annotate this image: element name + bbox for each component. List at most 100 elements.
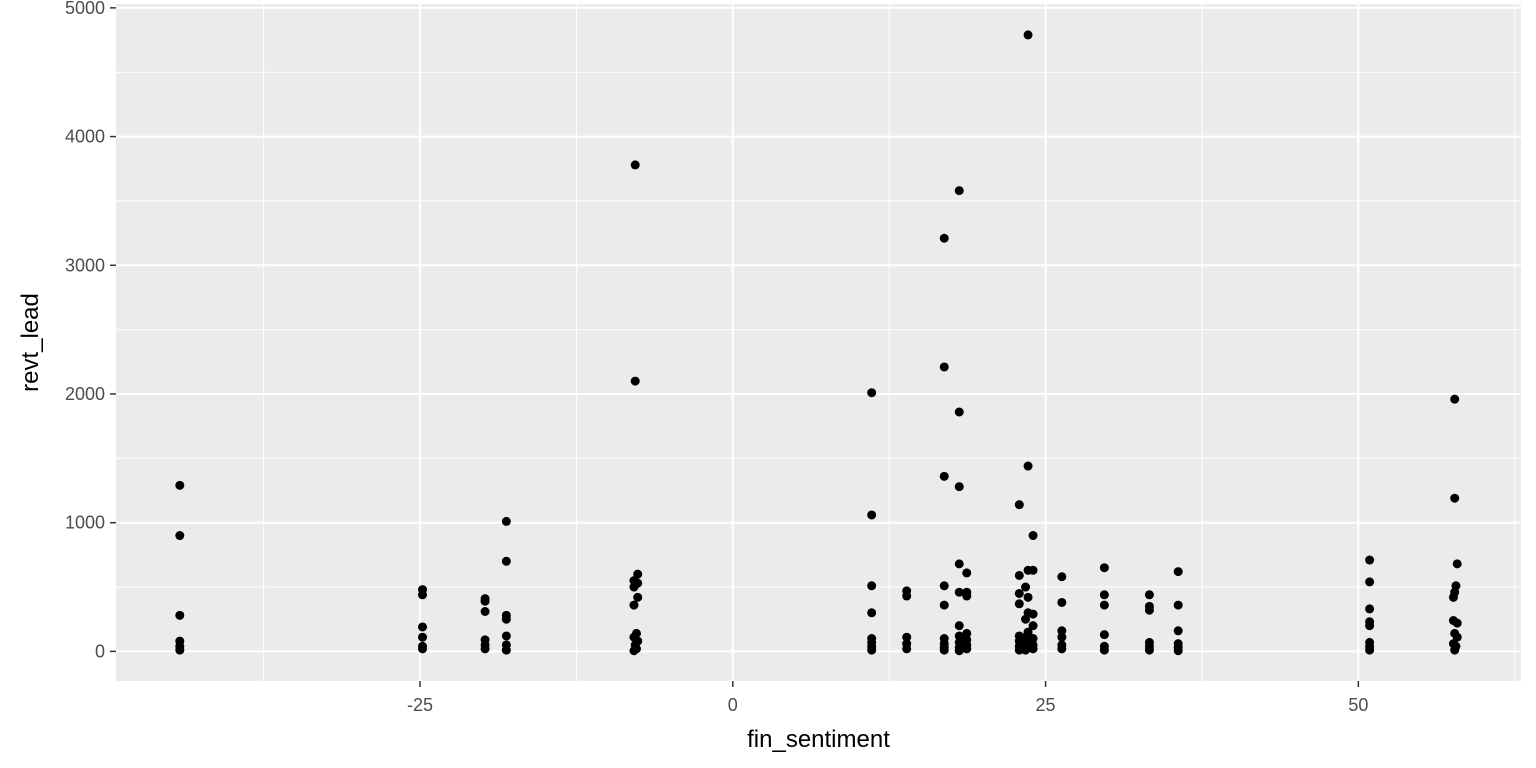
data-point <box>175 531 185 541</box>
data-point <box>939 471 949 481</box>
data-point <box>1021 614 1031 624</box>
data-point <box>867 510 877 520</box>
data-point <box>1028 634 1038 644</box>
data-point <box>1365 577 1375 587</box>
data-point <box>1452 618 1462 628</box>
data-point <box>1057 572 1067 582</box>
data-point <box>902 644 912 654</box>
x-tick-label: 25 <box>1036 695 1056 715</box>
data-point <box>1023 30 1033 40</box>
minor-gridlines <box>116 4 1521 681</box>
x-tick-label: 50 <box>1348 695 1368 715</box>
data-point <box>867 581 877 591</box>
data-point <box>501 614 511 624</box>
data-point <box>1099 590 1109 600</box>
data-point <box>501 516 511 526</box>
data-point <box>1099 645 1109 655</box>
data-point <box>1028 531 1038 541</box>
data-point <box>1014 645 1024 655</box>
data-point <box>418 632 428 642</box>
data-point <box>1021 582 1031 592</box>
data-point <box>1028 565 1038 575</box>
y-axis-title: revt_lead <box>17 293 44 392</box>
data-point <box>1014 599 1024 609</box>
data-point <box>175 480 185 490</box>
x-axis: -25 0 25 50 <box>407 681 1368 715</box>
data-point <box>175 610 185 620</box>
y-tick-label: 0 <box>95 641 105 661</box>
data-point <box>480 596 490 606</box>
data-point <box>1144 590 1154 600</box>
data-point <box>954 631 964 641</box>
data-point <box>962 628 972 638</box>
data-point <box>962 568 972 578</box>
data-point <box>1099 630 1109 640</box>
y-tick-label: 2000 <box>65 384 105 404</box>
y-tick-label: 1000 <box>65 513 105 533</box>
data-point <box>1365 555 1375 565</box>
x-tick-label: -25 <box>407 695 433 715</box>
x-axis-title: fin_sentiment <box>747 726 890 753</box>
data-point <box>954 587 964 597</box>
data-point <box>1014 570 1024 580</box>
data-point <box>418 590 428 600</box>
data-point <box>418 644 428 654</box>
data-point <box>1028 621 1038 631</box>
y-tick-label: 5000 <box>65 0 105 18</box>
data-point <box>902 591 912 601</box>
data-point <box>954 407 964 417</box>
data-point <box>1365 604 1375 614</box>
data-point <box>1173 626 1183 636</box>
data-point <box>501 631 511 641</box>
data-point <box>630 160 640 170</box>
plot-panel <box>116 4 1521 681</box>
data-point <box>962 591 972 601</box>
data-point <box>1099 600 1109 610</box>
data-point <box>1173 646 1183 656</box>
data-point <box>1057 597 1067 607</box>
data-point <box>1450 493 1460 503</box>
data-point <box>1450 645 1460 655</box>
data-point <box>1099 563 1109 573</box>
data-point <box>1365 621 1375 631</box>
data-point <box>1144 605 1154 615</box>
data-point <box>1057 626 1067 636</box>
y-tick-label: 3000 <box>65 255 105 275</box>
data-points <box>175 30 1462 656</box>
data-point <box>939 600 949 610</box>
data-point <box>629 582 639 592</box>
data-point <box>1452 559 1462 569</box>
data-point <box>954 621 964 631</box>
data-point <box>867 608 877 618</box>
data-point <box>1173 600 1183 610</box>
data-point <box>1023 592 1033 602</box>
data-point <box>1023 461 1033 471</box>
data-point <box>630 376 640 386</box>
data-point <box>939 362 949 372</box>
x-tick-label: 0 <box>728 695 738 715</box>
data-point <box>867 388 877 398</box>
data-point <box>1021 645 1031 655</box>
data-point <box>1450 394 1460 404</box>
data-point <box>1365 645 1375 655</box>
data-point <box>939 645 949 655</box>
data-point <box>1028 609 1038 619</box>
data-point <box>1014 500 1024 510</box>
data-point <box>501 556 511 566</box>
data-point <box>1448 592 1458 602</box>
data-point <box>418 622 428 632</box>
data-point <box>1173 567 1183 577</box>
data-point <box>1057 644 1067 654</box>
data-point <box>1144 645 1154 655</box>
data-point <box>501 645 511 655</box>
data-point <box>1057 632 1067 642</box>
y-axis: 0 1000 2000 3000 4000 5000 <box>65 0 116 661</box>
data-point <box>175 645 185 655</box>
data-point <box>954 646 964 656</box>
data-point <box>633 592 643 602</box>
major-gridlines <box>116 4 1521 681</box>
data-point <box>480 606 490 616</box>
data-point <box>954 186 964 196</box>
y-tick-label: 4000 <box>65 127 105 147</box>
data-point <box>629 600 639 610</box>
